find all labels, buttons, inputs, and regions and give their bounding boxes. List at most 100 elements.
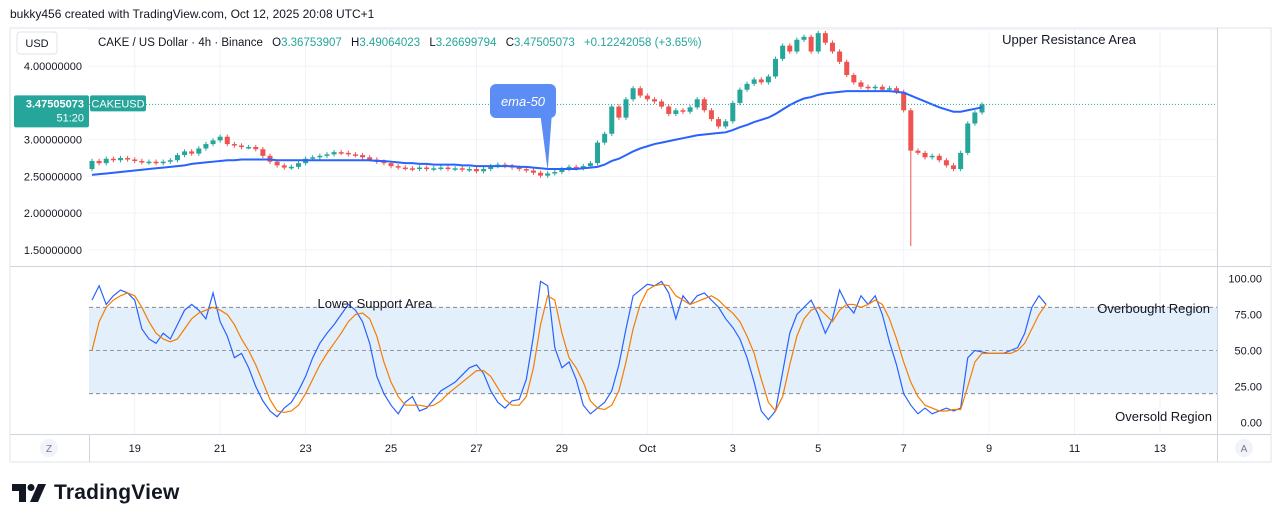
candle-body (965, 123, 971, 153)
candle-body (352, 154, 358, 156)
candle-body (979, 104, 985, 113)
candle-body (324, 154, 330, 156)
time-tick-label: 29 (556, 443, 568, 455)
candle-body (260, 149, 266, 156)
candle-body (281, 165, 287, 168)
candle-body (901, 91, 907, 111)
candle-body (787, 45, 793, 52)
open-value: 3.36753907 (281, 37, 342, 49)
candle-body (829, 42, 835, 52)
candle-body (587, 163, 593, 167)
candle-body (972, 112, 978, 124)
candle-body (459, 168, 465, 170)
callout-label: ema-50 (501, 94, 546, 109)
candle-body (274, 161, 280, 166)
candle-body (431, 168, 437, 170)
candle-body (744, 83, 750, 90)
candle-body (189, 151, 195, 154)
price-axis[interactable]: 1.50000000 2.00000000 2.50000000 3.00000000… (24, 61, 82, 257)
price-tick-label: 4.00000000 (24, 61, 82, 73)
chart-canvas[interactable]: 1.50000000 2.00000000 2.50000000 3.00000000… (0, 0, 1281, 470)
stoch-tick-label: 50.00 (1234, 346, 1262, 358)
candle-body (231, 144, 237, 146)
candle-body (246, 147, 252, 149)
ema-50-callout[interactable]: ema-50 (490, 84, 556, 172)
candle-body (481, 169, 487, 172)
candle-body (908, 110, 914, 151)
candle-body (538, 172, 544, 176)
candle-body (417, 167, 423, 170)
candle-body (331, 152, 337, 155)
time-axis[interactable]: 19 21 23 25 27 29 Oct 3 5 7 9 11 13 (129, 443, 1167, 455)
candle-body (602, 133, 608, 143)
ema-50-series (91, 90, 983, 176)
candle-body (196, 148, 202, 154)
stoch-lines (91, 280, 1047, 421)
candle-body (523, 169, 529, 171)
candle-body (167, 160, 173, 162)
candle-body (837, 51, 843, 62)
candle-body (616, 106, 622, 118)
candle-body (566, 166, 572, 170)
candle-body (773, 58, 779, 77)
close-value: 3.47505073 (514, 37, 575, 49)
oversold-label: Oversold Region (1115, 409, 1212, 424)
time-tick-label: 5 (815, 443, 821, 455)
candle-body (644, 95, 650, 100)
candle-body (822, 33, 828, 43)
price-tick-label: 2.00000000 (24, 208, 82, 220)
candle-body (708, 110, 714, 120)
chart-frame (9, 27, 1272, 463)
candle-body (203, 144, 209, 149)
bar-countdown: 51:20 (56, 112, 84, 124)
candle-body (801, 36, 807, 40)
candle-body (438, 167, 444, 170)
candle-body (723, 121, 729, 127)
candle-body (943, 160, 949, 166)
candle-body (595, 142, 601, 164)
candle-body (530, 170, 536, 173)
stoch-k-line (91, 280, 1047, 421)
overbought-label: Overbought Region (1097, 301, 1210, 316)
candle-body (182, 151, 188, 156)
timezone-button[interactable] (40, 439, 58, 457)
time-tick-label: 9 (986, 443, 992, 455)
author-credit: bukky456 created with TradingView.com, O… (10, 7, 375, 21)
candle-body (858, 82, 864, 87)
candle-body (409, 168, 415, 170)
timezone-letter: Z (46, 444, 52, 455)
callout-box (490, 84, 556, 118)
candle-body (623, 99, 629, 118)
time-tick-label: 25 (385, 443, 397, 455)
currency-button[interactable] (16, 31, 58, 55)
time-tick-label: 19 (129, 443, 141, 455)
candle-body (345, 152, 351, 155)
candle-body (780, 45, 786, 59)
candle-body (609, 106, 615, 134)
tradingview-logo[interactable]: TradingView (12, 481, 180, 505)
auto-scale-button[interactable] (1235, 439, 1253, 457)
candle-body (936, 155, 942, 161)
candle-body (445, 167, 451, 170)
candle-body (424, 167, 430, 170)
candle-body (545, 173, 551, 176)
candle-body (730, 102, 736, 122)
candles (89, 30, 985, 247)
candle-body (317, 155, 323, 158)
candle-body (865, 86, 871, 89)
time-tick-label: 7 (901, 443, 907, 455)
candle-body (659, 101, 665, 107)
stoch-axis[interactable]: 0.00 25.00 50.00 75.00 100.00 (1228, 274, 1262, 430)
candle-body (794, 39, 800, 52)
candle-body (125, 158, 131, 160)
candle-body (395, 166, 401, 168)
candle-body (716, 119, 722, 127)
candle-body (694, 99, 700, 108)
change-value: +0.12242058 (+3.65%) (584, 37, 702, 49)
auto-scale-letter: A (1241, 444, 1248, 455)
time-tick-label: 27 (470, 443, 482, 455)
symbol-title: CAKE / US Dollar · 4h · Binance (98, 37, 263, 49)
candle-body (388, 163, 394, 167)
candle-body (922, 152, 928, 158)
candle-body (473, 169, 479, 172)
